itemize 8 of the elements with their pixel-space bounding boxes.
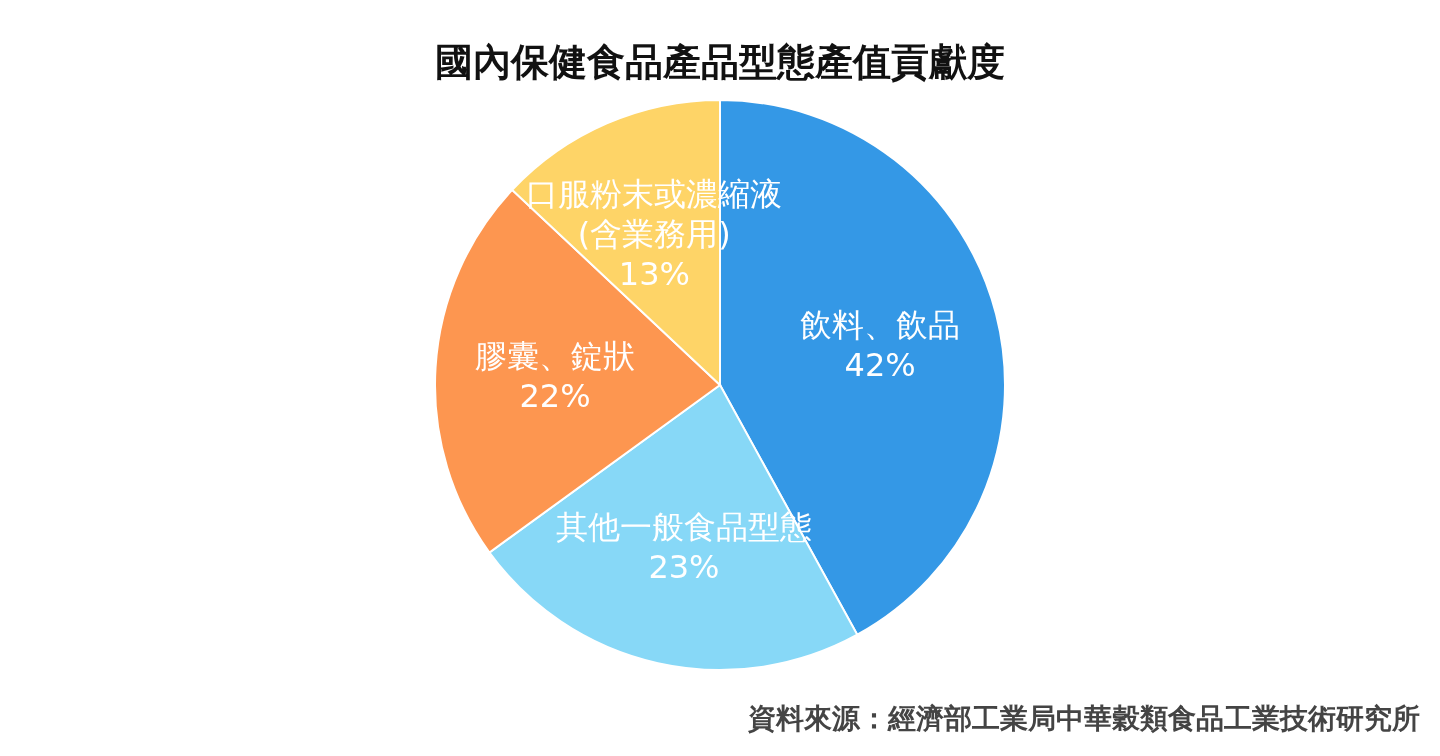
data-label: 42% xyxy=(844,345,916,384)
data-label: 13% xyxy=(618,255,690,294)
source-note: 資料來源：經濟部工業局中華穀類食品工業技術研究所 xyxy=(747,702,1420,735)
data-label: 23% xyxy=(648,548,720,587)
slice-label: 飲料、飲品 xyxy=(800,305,961,344)
data-label: 22% xyxy=(519,376,591,415)
chart-title: 國內保健食品產品型態產值貢獻度 xyxy=(435,40,1005,84)
slice-label: 膠囊、錠狀 xyxy=(475,336,636,375)
